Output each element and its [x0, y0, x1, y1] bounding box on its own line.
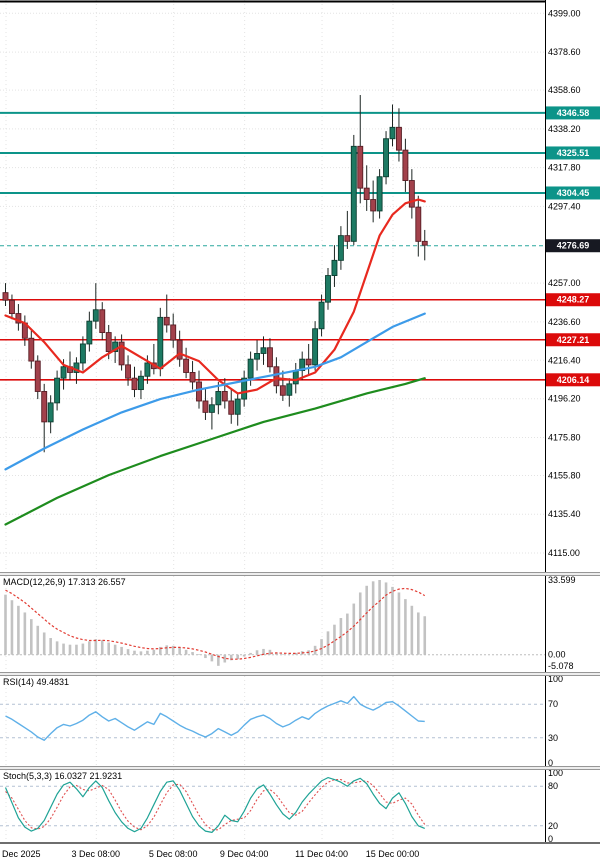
svg-text:4346.58: 4346.58 — [557, 108, 590, 118]
svg-text:4196.20: 4196.20 — [548, 394, 581, 404]
svg-text:4304.45: 4304.45 — [557, 188, 590, 198]
svg-text:4206.14: 4206.14 — [557, 375, 590, 385]
rsi-panel[interactable]: 100 70 30 0 RSI(14) 49.4831 — [0, 676, 600, 766]
time-label: 9 Dec 04:00 — [219, 849, 269, 859]
svg-text:0: 0 — [548, 758, 553, 766]
macd-title: MACD(12,26,9) 17.313 26.557 — [3, 577, 126, 587]
svg-text:80: 80 — [548, 781, 558, 791]
svg-text:4257.00: 4257.00 — [548, 278, 581, 288]
chart-bottom-border — [0, 842, 600, 844]
svg-text:4135.40: 4135.40 — [548, 509, 581, 519]
svg-text:4317.80: 4317.80 — [548, 163, 581, 173]
svg-text:100: 100 — [548, 676, 563, 684]
svg-text:-5.078: -5.078 — [548, 661, 574, 671]
stochastic-chart[interactable]: 100 80 20 0 — [0, 770, 600, 842]
time-axis: Dec 2025 3 Dec 08:00 5 Dec 08:00 9 Dec 04:0… — [0, 844, 600, 867]
svg-text:70: 70 — [548, 699, 558, 709]
stochastic-panel[interactable]: 100 80 20 0 Stoch(5,3,3) 16.0327 21.9231 — [0, 770, 600, 842]
svg-text:4378.60: 4378.60 — [548, 47, 581, 57]
time-label: 3 Dec 08:00 — [71, 849, 121, 859]
time-label: 15 Dec 00:00 — [365, 849, 420, 859]
rsi-title: RSI(14) 49.4831 — [3, 677, 70, 687]
svg-text:20: 20 — [548, 821, 558, 831]
panel-separator[interactable] — [0, 766, 600, 770]
svg-text:30: 30 — [548, 733, 558, 743]
candlestick-chart[interactable]: 4399.00 4378.60 4358.60 4338.20 4317.80 4297.… — [0, 0, 600, 572]
svg-text:33.599: 33.599 — [548, 576, 576, 585]
price-chart-panel[interactable]: 4399.00 4378.60 4358.60 4338.20 4317.80 4297.… — [0, 0, 600, 572]
macd-panel[interactable]: 33.599 0.00 -5.078 MACD(12,26,9) 17.313 26… — [0, 576, 600, 672]
rsi-chart[interactable]: 100 70 30 0 — [0, 676, 600, 766]
time-label: Dec 2025 — [2, 849, 41, 859]
svg-text:4325.51: 4325.51 — [557, 148, 590, 158]
svg-text:4248.27: 4248.27 — [557, 295, 590, 305]
svg-text:4358.60: 4358.60 — [548, 85, 581, 95]
svg-text:4155.80: 4155.80 — [548, 470, 581, 480]
macd-chart[interactable]: 33.599 0.00-5.078 — [0, 576, 600, 672]
svg-text:4399.00: 4399.00 — [548, 8, 581, 18]
svg-text:4227.21: 4227.21 — [557, 335, 590, 345]
svg-text:0.00: 0.00 — [548, 650, 566, 660]
time-label: 11 Dec 04:00 — [295, 849, 348, 859]
panel-separator[interactable] — [0, 572, 600, 576]
svg-text:4338.20: 4338.20 — [548, 124, 581, 134]
panel-separator[interactable] — [0, 672, 600, 676]
svg-text:100: 100 — [548, 770, 563, 778]
svg-text:4216.40: 4216.40 — [548, 355, 581, 365]
stochastic-title: Stoch(5,3,3) 16.0327 21.9231 — [3, 771, 123, 781]
svg-text:4236.60: 4236.60 — [548, 317, 581, 327]
svg-text:0: 0 — [548, 834, 553, 842]
time-label: 5 Dec 08:00 — [148, 849, 198, 859]
svg-text:4276.69: 4276.69 — [557, 241, 590, 251]
svg-text:4115.00: 4115.00 — [548, 548, 580, 558]
svg-text:4175.80: 4175.80 — [548, 432, 581, 442]
svg-text:4297.40: 4297.40 — [548, 201, 581, 211]
